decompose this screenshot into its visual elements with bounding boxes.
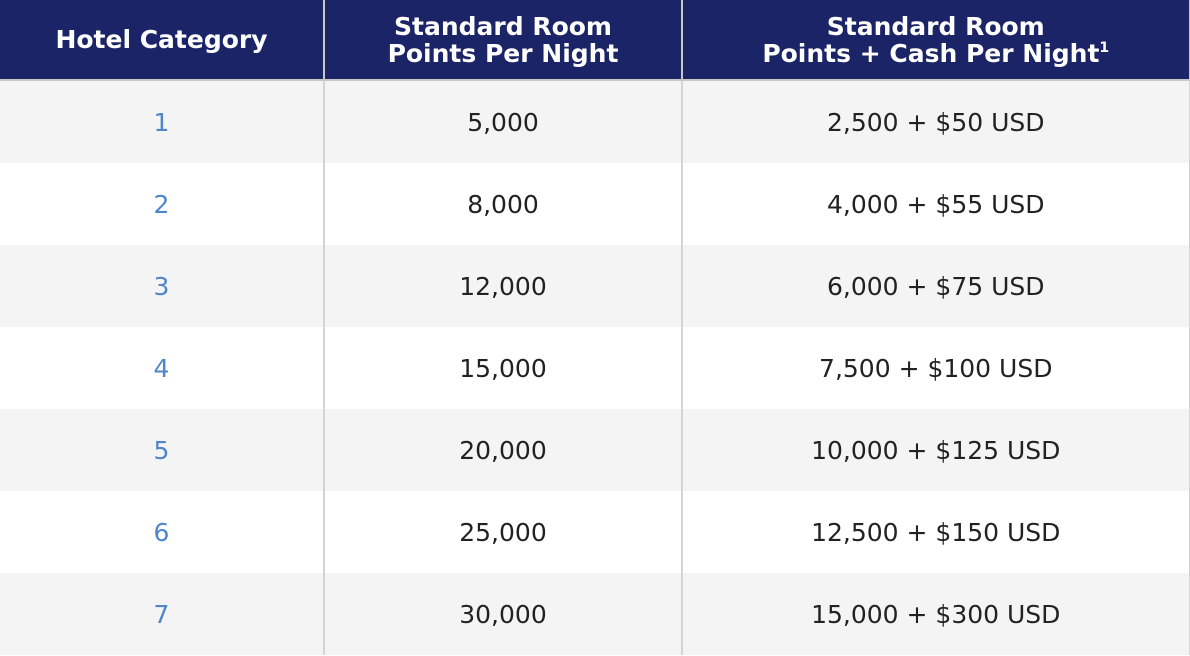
points-cell: 12,000: [324, 245, 683, 327]
header-line1: Standard Room: [826, 11, 1045, 41]
table-row: 2 8,000 4,000 + $55 USD: [0, 163, 1190, 245]
points-cash-cell: 15,000 + $300 USD: [682, 573, 1190, 655]
points-cash-cell: 12,500 + $150 USD: [682, 491, 1190, 573]
category-cell[interactable]: 4: [0, 327, 325, 409]
table-row: 6 25,000 12,500 + $150 USD: [0, 491, 1190, 573]
table-row: 5 20,000 10,000 + $125 USD: [0, 409, 1190, 491]
points-cash-cell: 10,000 + $125 USD: [682, 409, 1190, 491]
table-row: 3 12,000 6,000 + $75 USD: [0, 245, 1190, 327]
points-cell: 5,000: [324, 80, 683, 163]
category-cell[interactable]: 7: [0, 573, 325, 655]
header-text: Hotel Category: [55, 25, 268, 54]
header-points-per-night: Standard Room Points Per Night: [324, 0, 683, 81]
points-cash-cell: 2,500 + $50 USD: [682, 80, 1190, 163]
header-line1: Standard Room: [394, 11, 612, 41]
points-cell: 20,000: [324, 409, 683, 491]
points-cell: 8,000: [324, 163, 683, 245]
footnote-marker: 1: [1099, 39, 1110, 56]
points-cell: 25,000: [324, 491, 683, 573]
table-row: 7 30,000 15,000 + $300 USD: [0, 573, 1190, 655]
points-cell: 30,000: [324, 573, 683, 655]
header-points-cash-per-night: Standard Room Points + Cash Per Night1: [682, 0, 1190, 81]
header-hotel-category: Hotel Category: [0, 0, 325, 81]
category-cell[interactable]: 2: [0, 163, 325, 245]
header-line2: Points Per Night: [387, 38, 619, 68]
header-line2: Points + Cash Per Night: [762, 38, 1100, 68]
points-cash-cell: 7,500 + $100 USD: [682, 327, 1190, 409]
points-cell: 15,000: [324, 327, 683, 409]
points-cash-cell: 4,000 + $55 USD: [682, 163, 1190, 245]
category-cell[interactable]: 1: [0, 80, 325, 163]
category-cell[interactable]: 3: [0, 245, 325, 327]
category-cell[interactable]: 5: [0, 409, 325, 491]
table-row: 1 5,000 2,500 + $50 USD: [0, 80, 1190, 163]
table-row: 4 15,000 7,500 + $100 USD: [0, 327, 1190, 409]
category-cell[interactable]: 6: [0, 491, 325, 573]
header-row: Hotel Category Standard Room Points Per N…: [0, 0, 1190, 81]
points-cash-cell: 6,000 + $75 USD: [682, 245, 1190, 327]
